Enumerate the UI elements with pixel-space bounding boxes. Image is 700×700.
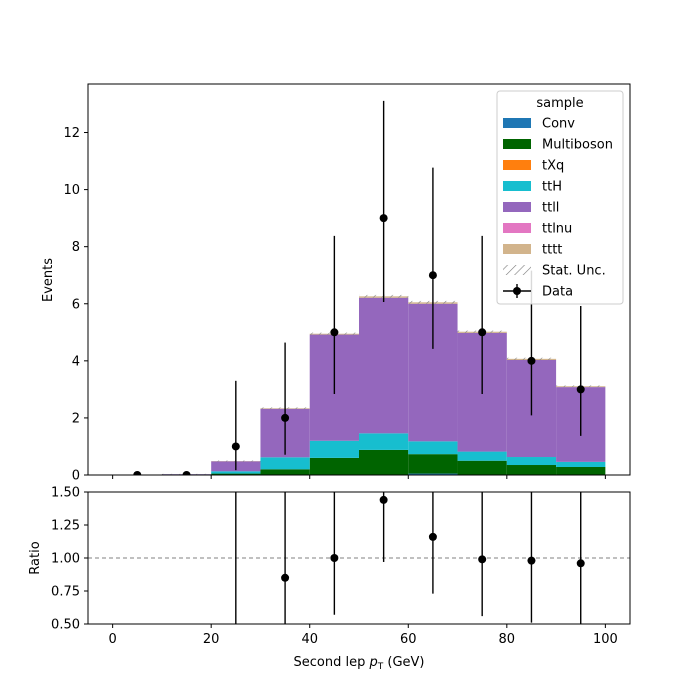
legend-swatch-txq <box>503 160 531 170</box>
ratio-y-tick-label: 0.50 <box>51 618 80 633</box>
ratio-y-tick-label: 1.50 <box>51 486 80 501</box>
main-plot-panel: 0 2 4 6 8 10 12 <box>63 83 631 484</box>
ratio-point <box>379 495 388 504</box>
bar-tth-bin-3 <box>260 457 310 470</box>
data-point <box>576 385 585 394</box>
bar-multiboson-bin-4 <box>309 457 359 475</box>
legend-label: ttH <box>542 180 562 195</box>
legend-handle-data-marker <box>513 287 521 295</box>
bar-multiboson-bin-8 <box>506 465 557 475</box>
legend-swatch-conv <box>503 118 531 128</box>
legend-swatch-tth <box>503 181 531 191</box>
legend-swatch-ttll <box>503 202 531 212</box>
legend: sample Conv Multiboson tXq ttH ttll ttlnu tttt S… <box>496 90 624 305</box>
data-point <box>330 328 339 337</box>
ratio-point <box>330 554 339 562</box>
data-point <box>428 271 437 280</box>
main-axes-frame <box>87 83 631 476</box>
main-y-tick-label: 12 <box>63 126 80 141</box>
x-tick-label: 60 <box>400 632 417 647</box>
ratio-axes-frame <box>87 491 631 625</box>
legend-swatch-multiboson <box>503 139 531 149</box>
main-y-tick-label: 0 <box>72 469 80 484</box>
legend-title: sample <box>536 96 583 111</box>
main-plot-area <box>133 100 606 475</box>
bar-ttll-bin-5 <box>359 297 409 434</box>
x-tick-label: 0 <box>108 632 116 647</box>
x-tick-label: 40 <box>301 632 318 647</box>
main-y-axis-label: Events <box>41 258 56 302</box>
bar-multiboson-bin-3 <box>260 469 310 475</box>
main-y-tick-label: 4 <box>72 354 80 369</box>
ratio-y-tick-label: 1.00 <box>51 552 80 567</box>
ratio-y-tick-label: 1.25 <box>51 519 80 534</box>
main-y-tick-label: 10 <box>63 183 80 198</box>
data-point <box>182 471 191 475</box>
bar-multiboson-bin-5 <box>359 449 409 475</box>
x-tick-label: 80 <box>499 632 516 647</box>
x-tick-label: 20 <box>203 632 220 647</box>
ratio-point <box>281 573 290 582</box>
ratio-point <box>478 555 487 564</box>
ratio-plot-area <box>88 492 630 624</box>
data-point <box>527 356 536 365</box>
data-point <box>478 328 487 337</box>
legend-handle-stat-unc <box>503 265 531 275</box>
bar-tth-bin-7 <box>457 451 507 461</box>
legend-label: Conv <box>542 117 575 132</box>
bar-tth-bin-5 <box>359 433 409 450</box>
ratio-point <box>527 556 536 565</box>
x-axis-label: Second lep pT (GeV) <box>294 655 425 672</box>
bar-tth-bin-9 <box>556 461 606 468</box>
bar-conv-bin-6 <box>408 473 458 475</box>
legend-swatch-tttt <box>503 244 531 254</box>
x-tick-label: 100 <box>593 632 618 647</box>
legend-label: tttt <box>542 243 562 258</box>
bar-multiboson-bin-6 <box>408 454 458 474</box>
ratio-plot-panel: 0.50 0.75 1.00 1.25 1.50 0 20 40 60 80 100 <box>51 486 631 647</box>
ratio-y-axis-label: Ratio <box>28 541 43 574</box>
data-point <box>379 214 388 223</box>
main-y-tick-label: 2 <box>72 411 80 426</box>
main-y-tick-label: 8 <box>72 240 80 255</box>
legend-label: tXq <box>542 159 564 174</box>
legend-label: Stat. Unc. <box>542 264 606 279</box>
data-point <box>231 442 240 451</box>
legend-label: ttlnu <box>542 222 572 237</box>
bar-tth-bin-2 <box>211 471 261 474</box>
legend-label: ttll <box>542 201 559 216</box>
legend-swatch-ttlnu <box>503 223 531 233</box>
bar-tth-bin-4 <box>309 440 359 458</box>
bar-multiboson-bin-9 <box>556 467 606 475</box>
ratio-point <box>428 532 437 541</box>
bar-tth-bin-6 <box>408 441 458 455</box>
bar-multiboson-bin-2 <box>211 473 261 475</box>
ratio-point <box>576 559 585 568</box>
legend-label: Multiboson <box>542 138 613 153</box>
bar-multiboson-bin-7 <box>457 460 507 475</box>
data-point <box>281 413 290 422</box>
bar-tth-bin-8 <box>506 457 557 466</box>
main-y-tick-label: 6 <box>72 297 80 312</box>
ratio-y-tick-label: 0.75 <box>51 585 80 600</box>
data-point <box>133 471 142 475</box>
legend-label: Data <box>542 285 573 300</box>
